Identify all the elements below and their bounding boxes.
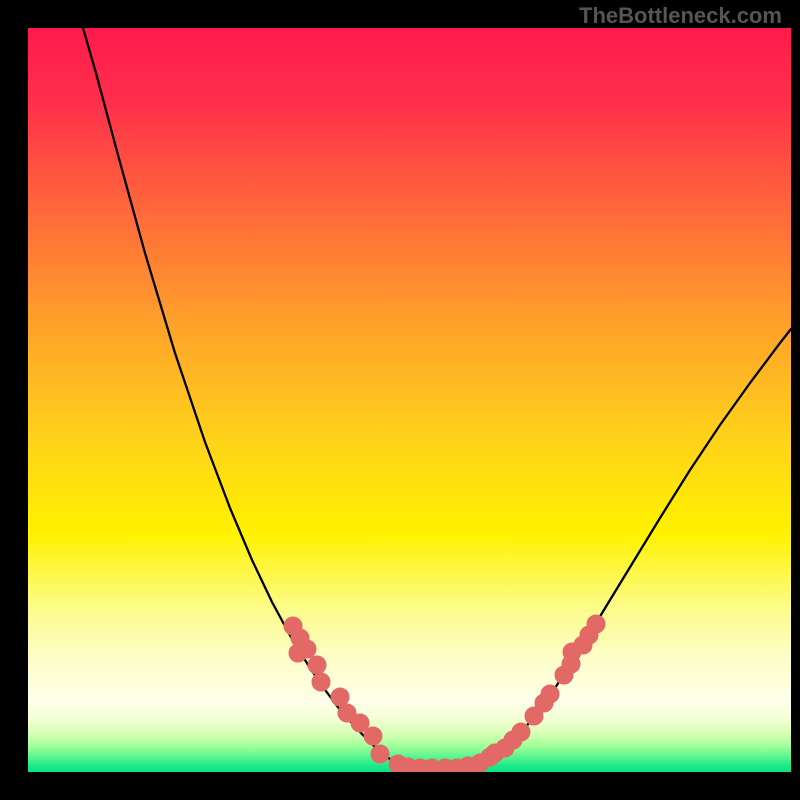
marker-point xyxy=(364,727,382,745)
frame-border-left xyxy=(0,0,28,800)
marker-point xyxy=(331,688,349,706)
marker-point xyxy=(587,615,605,633)
marker-point xyxy=(289,644,307,662)
marker-point xyxy=(541,685,559,703)
watermark-text: TheBottleneck.com xyxy=(579,3,782,29)
marker-point xyxy=(371,745,389,763)
marker-point xyxy=(308,656,326,674)
frame-border-bottom xyxy=(0,772,800,800)
marker-point xyxy=(512,723,530,741)
marker-point xyxy=(312,673,330,691)
frame-border-right xyxy=(791,0,800,800)
gradient-background xyxy=(28,28,791,772)
bottleneck-chart xyxy=(0,0,800,800)
